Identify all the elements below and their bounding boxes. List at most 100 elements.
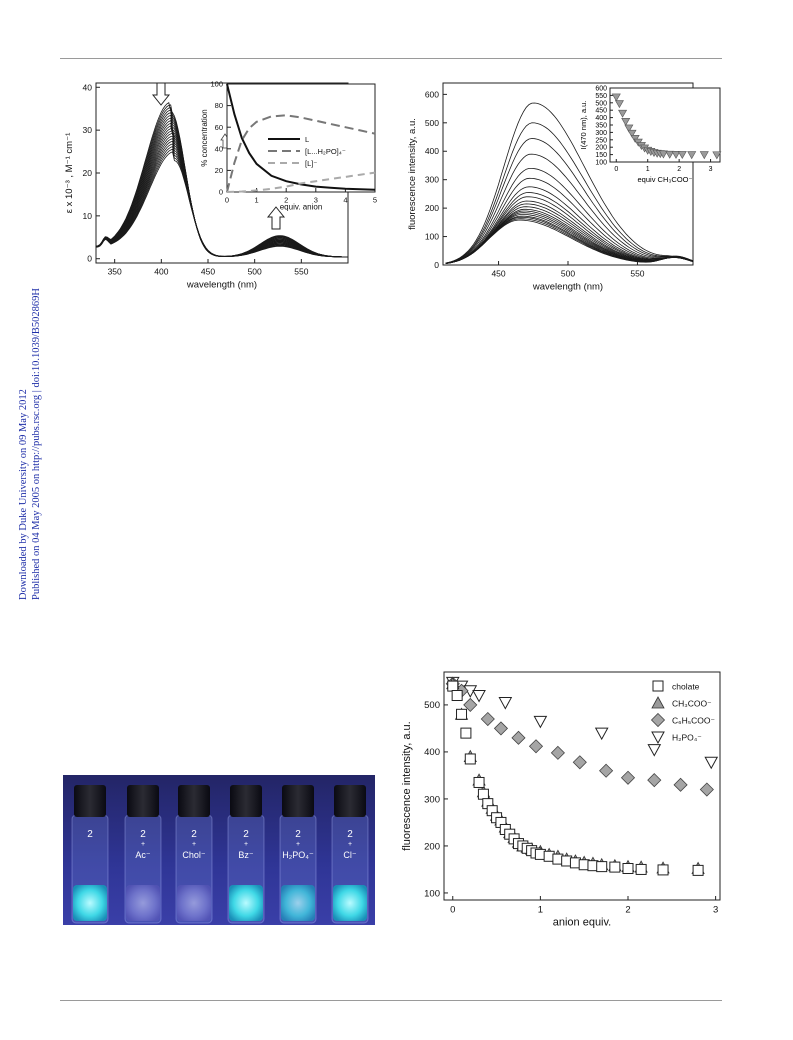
y-tick-label: 100 [210,80,223,89]
x-tick-label: 0 [225,196,229,205]
fluorescence-series-8 [445,192,694,264]
data-point-diamond [493,721,509,736]
fluorescence-series-12 [445,206,694,264]
legend-marker-triangle-down [651,731,665,745]
data-point-triangle [446,676,460,690]
data-point-square [552,853,564,865]
sidebar-download-line[interactable]: Downloaded by Duke University on 09 May … [18,389,29,600]
data-point-diamond [699,782,714,797]
vial-cap [127,785,159,817]
y-tick-label: 0 [87,254,92,264]
absorption-series-20 [95,151,348,258]
inset-legend-label: [L]⁻ [305,159,317,168]
data-point-square [491,812,503,824]
y-tick-label: 60 [215,123,223,132]
y-tick-label: 100 [424,888,440,899]
fluorescence-series-14 [445,210,694,264]
data-point-square [512,838,524,850]
data-point-triangle [691,861,705,874]
absorption-series-8 [95,120,349,258]
y-tick-label: 400 [425,146,439,156]
data-point-triangle [516,839,530,852]
y-tick-label: 500 [425,118,439,128]
inset-x-tick-label: 3 [709,166,713,173]
x-tick-label: 2 [625,905,630,916]
data-point-square [517,840,529,852]
series-triangle-down [445,676,719,770]
fluorescence-series-16 [445,214,694,264]
inset-y-tick-label: 150 [595,152,607,159]
data-point-square [657,864,669,876]
data-point-diamond [445,676,460,691]
vial-label-anion: Cl⁻ [343,850,356,860]
inset-x-axis-label: equiv CH₃COO⁻ [638,175,693,184]
data-point-triangle [524,842,539,855]
legend-marker-square [652,680,664,692]
y-tick-label: 10 [83,211,93,221]
vial-label-plus: + [192,841,196,848]
absorption-curves [95,102,349,258]
y-tick-label: 0 [434,260,439,270]
data-point-triangle-down [472,690,486,703]
data-point-square [530,847,542,859]
plot-frame [95,82,349,264]
data-point-triangle [621,859,635,873]
data-point-triangle [595,857,609,871]
inset-data-point [699,151,709,160]
data-point-square [569,857,581,869]
vial-label-top: 2 [87,829,93,840]
absorption-series-18 [95,146,348,258]
series-square [447,680,704,876]
data-point-square [587,860,599,872]
series-triangle [446,676,705,874]
data-point-diamond [572,755,587,770]
vial-cap [74,785,106,817]
x-tick-label: 400 [154,267,168,277]
fluorescence-series-13 [445,208,694,264]
data-point-triangle [485,801,499,814]
x-tick-label: 3 [314,196,318,205]
data-point-triangle-down [594,727,609,741]
x-tick-label: 3 [713,905,718,916]
series-diamond [445,676,714,797]
y-axis-label: ε x 10⁻³ , M⁻¹ cm⁻¹ [64,133,75,214]
inset-data-point [614,100,624,109]
inset-data-point [687,151,697,160]
vial-liquid [177,885,211,921]
data-point-triangle [481,794,495,807]
x-tick-label: 1 [255,196,259,205]
data-point-diamond [550,745,565,760]
vials-photo: 2 2 + Ac⁻ 2 + Chol⁻ 2 + Bz⁻ 2 + H₂PO₄⁻ 2 + Cl⁻ [63,775,375,925]
fluorescence-series-9 [445,196,694,264]
absorption-series-7 [95,117,349,258]
data-point-triangle [551,849,565,862]
absorption-series-1 [95,102,348,258]
data-point-square [499,823,511,835]
vial-cap [334,785,366,817]
sidebar-doi-line[interactable]: Published on 04 May 2005 on http://pubs.… [30,288,42,600]
fluorescence-series-15 [445,212,694,264]
x-tick-label: 4 [343,196,347,205]
inset-x-tick-label: 0 [614,166,618,173]
data-point-triangle [511,835,526,848]
data-point-triangle [656,861,670,874]
vial-liquid [229,885,263,921]
inset-y-tick-label: 200 [595,145,607,152]
data-point-square [609,861,621,873]
inset-data-point [677,151,687,160]
y-tick-label: 200 [424,841,440,852]
legend-label: cholate [672,682,700,692]
fluorescence-series-11 [445,203,694,264]
y-tick-label: 20 [215,166,223,175]
y-axis-label: fluorescence intensity, a.u. [407,118,418,230]
legend-label: CH₃COO⁻ [672,699,712,709]
data-point-square [482,798,494,810]
y-tick-label: 80 [215,101,223,110]
absorption-series-10 [95,125,349,258]
vial-4: 2+ Bz⁻ [227,785,265,924]
data-point-triangle [542,847,556,860]
x-axis-label: wavelength (nm) [532,282,603,293]
inset-data-point [658,150,668,159]
x-tick-label: 1 [538,905,543,916]
y-tick-label: 200 [425,203,439,213]
